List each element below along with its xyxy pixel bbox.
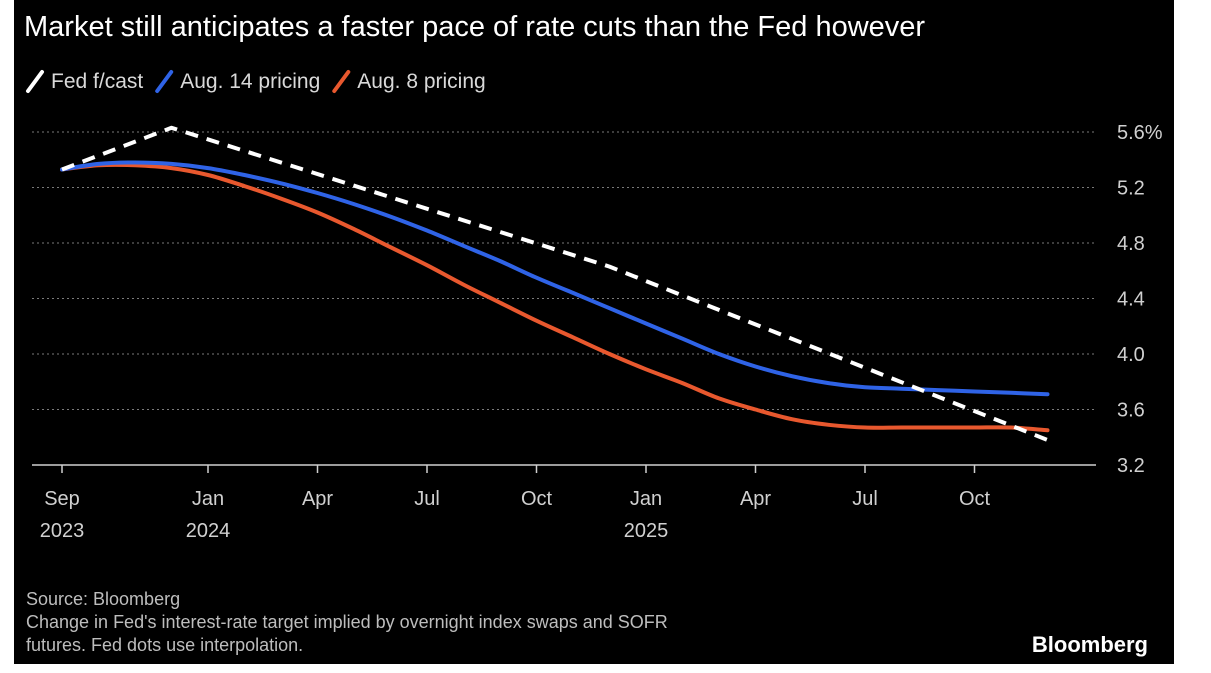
legend-swatch [155, 70, 174, 93]
x-tick-year: 2024 [186, 520, 231, 542]
y-axis: 5.6% 5.2 4.8 4.4 4.0 3.6 3.2 [1117, 122, 1163, 477]
y-tick-label: 3.2 [1117, 455, 1145, 477]
legend-item: Aug. 14 pricing [155, 70, 320, 93]
x-tick-label: Sep [44, 488, 80, 510]
legend-label: Aug. 8 pricing [357, 70, 485, 93]
x-tick-label: Jan [630, 488, 662, 510]
series-group [60, 125, 1050, 442]
x-tick-year: 2025 [624, 520, 669, 542]
x-tick-label: Oct [521, 488, 553, 510]
x-tick-label: Apr [302, 488, 333, 510]
y-tick-label: 5.6% [1117, 122, 1163, 144]
x-tick-label: Apr [740, 488, 771, 510]
grid-lines [32, 131, 1096, 466]
x-tick-year: 2023 [40, 520, 85, 542]
y-tick-label: 4.4 [1117, 289, 1145, 311]
x-tick-label: Oct [959, 488, 991, 510]
legend: Fed f/cast Aug. 14 pricing Aug. 8 pricing [26, 70, 486, 93]
legend-label: Aug. 14 pricing [180, 70, 320, 93]
y-tick-label: 5.2 [1117, 178, 1145, 200]
series-line-aug-8-pricing [60, 162, 1050, 433]
y-tick-label: 3.6 [1117, 400, 1145, 422]
legend-item: Aug. 8 pricing [332, 70, 486, 93]
legend-label: Fed f/cast [51, 70, 143, 93]
legend-item: Fed f/cast [26, 70, 143, 93]
y-tick-label: 4.0 [1117, 344, 1145, 366]
line-chart: Market still anticipates a faster pace o… [24, 11, 1163, 657]
source-note: Source: Bloomberg [26, 589, 180, 609]
x-tick-label: Jan [192, 488, 224, 510]
chart-card: Market still anticipates a faster pace o… [14, 0, 1174, 664]
legend-swatch [26, 70, 44, 93]
footnote-line-1: Change in Fed's interest-rate target imp… [26, 612, 668, 632]
y-tick-label: 4.8 [1117, 233, 1145, 255]
series-line-aug-14-pricing [60, 160, 1050, 397]
x-tick-label: Jul [852, 488, 878, 510]
chart-title: Market still anticipates a faster pace o… [24, 11, 925, 43]
bloomberg-logo: Bloomberg [1032, 632, 1148, 657]
footnote-line-2: futures. Fed dots use interpolation. [26, 635, 303, 655]
legend-swatch [332, 70, 351, 93]
x-axis: Sep 2023 Jan 2024 Apr Jul Oct Jan 2025 Apr Jul Oct [32, 464, 1096, 542]
x-tick-label: Jul [414, 488, 440, 510]
